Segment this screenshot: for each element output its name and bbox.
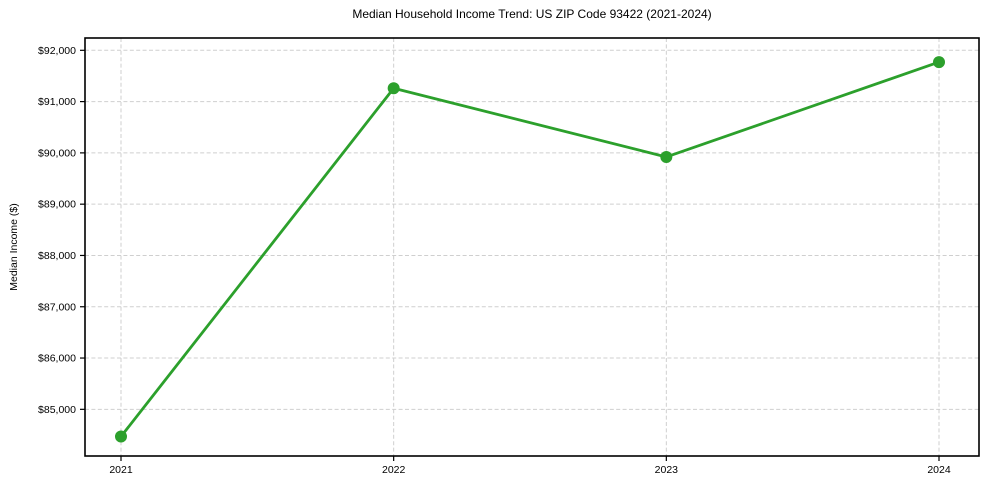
y-tick-label: $86,000: [38, 353, 76, 365]
y-tick-label: $85,000: [38, 404, 76, 416]
data-point: [933, 56, 945, 69]
x-tick-label: 2021: [109, 464, 133, 476]
chart-title: Median Household Income Trend: US ZIP Co…: [352, 7, 712, 21]
x-tick-label: 2024: [927, 464, 951, 476]
trend-line: [119, 60, 941, 438]
data-point: [115, 430, 127, 443]
y-tick-label: $91,000: [38, 96, 76, 108]
axes-border: [84, 37, 980, 457]
y-tick-label: $92,000: [38, 45, 76, 57]
y-tick-label: $89,000: [38, 199, 76, 211]
data-point: [387, 82, 400, 95]
y-tick-label: $88,000: [38, 250, 76, 262]
y-tick-label: $87,000: [38, 301, 76, 313]
x-tick-label: 2022: [382, 464, 406, 476]
x-tick-label: 2023: [655, 464, 679, 476]
y-tick-label: $90,000: [38, 147, 76, 159]
data-point: [660, 150, 673, 163]
